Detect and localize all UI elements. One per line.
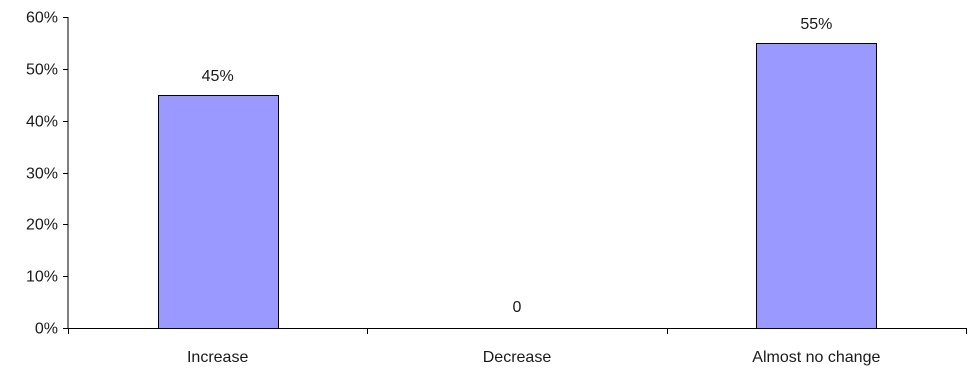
data-labels: 45% 0 55% — [202, 16, 833, 316]
x-category-label: Almost no change — [752, 349, 880, 366]
bars — [158, 43, 877, 329]
y-tick-label: 20% — [26, 217, 58, 234]
y-tick-label: 30% — [26, 166, 58, 183]
y-tick-label: 0% — [35, 321, 58, 338]
y-axis: 0% 10% 20% 30% 40% 50% 60% — [26, 10, 69, 338]
x-category-label: Decrease — [483, 349, 552, 366]
data-label: 45% — [202, 68, 234, 85]
y-tick-label: 40% — [26, 114, 58, 131]
bar-increase — [158, 95, 279, 329]
x-axis: Increase Decrease Almost no change — [68, 328, 967, 366]
y-tick-label: 50% — [26, 62, 58, 79]
y-tick-label: 10% — [26, 269, 58, 286]
x-category-label: Increase — [187, 349, 248, 366]
bar-almost-no-change — [756, 43, 877, 329]
data-label: 0 — [513, 299, 522, 316]
y-tick-label: 60% — [26, 10, 58, 27]
data-label: 55% — [800, 16, 832, 33]
